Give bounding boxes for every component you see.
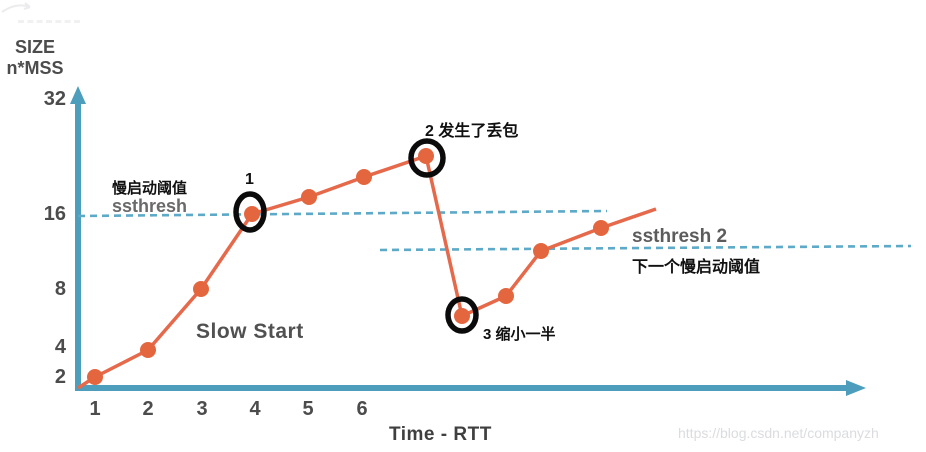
data-point (418, 148, 434, 164)
packet-loss-annotation: 2 发生了丢包 (425, 123, 519, 140)
x-axis-arrowhead (846, 380, 866, 396)
y-axis-title-line2: n*MSS (6, 58, 64, 78)
x-tick-label-4: 4 (249, 398, 261, 420)
marker1-label: 1 (245, 171, 254, 188)
marker-ring-3 (445, 296, 479, 334)
x-tick-label-2: 2 (142, 398, 154, 420)
data-point (193, 281, 209, 297)
data-point (87, 369, 103, 385)
x-tick-label-6: 6 (356, 398, 368, 420)
y-axis-arrowhead (70, 86, 86, 104)
watermark-arrow-icon (1, 2, 31, 13)
y-tick-label-16: 16 (43, 203, 66, 225)
ssthresh-annotation-cn: 慢启动阈值 (112, 180, 188, 197)
x-tick-label-5: 5 (302, 398, 314, 420)
halved-annotation: 3 缩小一半 (483, 326, 556, 343)
data-point (140, 342, 156, 358)
marker-ring-2 (408, 138, 446, 178)
y-tick-label-32: 32 (43, 88, 66, 110)
y-tick-label-2: 2 (54, 366, 66, 388)
data-point (244, 206, 260, 222)
next-threshold-annotation: 下一个慢启动阈值 (632, 259, 761, 276)
y-axis-title-line1: SIZE (14, 37, 55, 57)
data-point (454, 308, 470, 324)
y-tick-label-4: 4 (54, 336, 66, 358)
data-point (356, 169, 372, 185)
watermark-text: https://blog.csdn.net/companyzh (678, 425, 879, 441)
ssthresh-annotation-en: ssthresh (112, 196, 188, 216)
threshold-dashed-line-1 (77, 209, 608, 218)
data-point (301, 189, 317, 205)
y-tick-label-8: 8 (54, 278, 66, 300)
ssthresh-annotation: 慢启动阈值 ssthresh (112, 180, 187, 216)
data-point (498, 288, 514, 304)
faint-top-smudge (18, 20, 80, 23)
data-point (593, 220, 609, 236)
slow-start-label: Slow Start (196, 320, 304, 343)
data-point (533, 243, 549, 259)
ssthresh2-annotation: ssthresh 2 (632, 226, 728, 247)
x-axis-title: Time - RTT (389, 424, 492, 445)
y-axis-title: SIZE n*MSS (2, 37, 68, 79)
marker-ring-1 (233, 191, 267, 233)
x-tick-label-3: 3 (196, 398, 208, 420)
threshold-dashed-line-2 (379, 244, 912, 252)
x-tick-label-1: 1 (89, 398, 101, 420)
